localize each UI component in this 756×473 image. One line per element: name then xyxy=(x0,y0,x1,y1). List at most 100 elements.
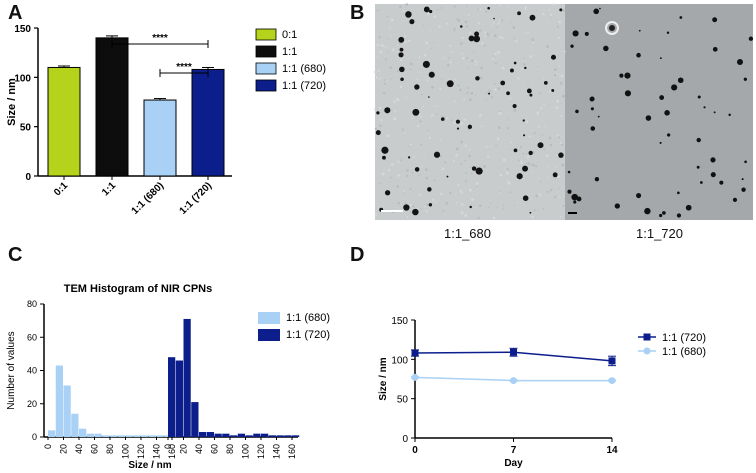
nanoparticle xyxy=(493,17,495,20)
micrograph-texture xyxy=(446,64,450,67)
y-tick-label: 0 xyxy=(32,432,37,442)
micrograph-texture xyxy=(507,181,511,185)
micrograph-texture xyxy=(481,42,484,45)
micrograph-texture xyxy=(454,78,457,80)
micrograph-texture xyxy=(506,168,509,171)
micrograph-texture xyxy=(405,96,408,99)
micrograph-texture xyxy=(509,148,511,151)
micrograph-texture xyxy=(439,139,442,141)
micrograph-texture xyxy=(468,154,471,158)
micrograph-texture xyxy=(497,126,501,130)
micrograph-texture xyxy=(537,177,540,179)
micrograph-texture xyxy=(515,40,518,43)
legend-swatch-0 xyxy=(255,28,277,41)
micrograph-texture xyxy=(530,198,532,200)
histogram-bar xyxy=(156,435,164,437)
micrograph-texture xyxy=(476,185,478,188)
micrograph-texture xyxy=(448,78,451,81)
nanoparticle xyxy=(551,88,555,92)
micrograph-texture xyxy=(521,59,524,62)
nanoparticle xyxy=(523,134,526,137)
micrograph-texture xyxy=(404,40,408,44)
data-point xyxy=(411,373,419,381)
micrograph-texture xyxy=(500,19,504,22)
nanoparticle xyxy=(644,207,651,215)
data-point xyxy=(411,349,419,357)
micrograph-texture xyxy=(429,29,432,32)
legend-swatch-3 xyxy=(255,79,277,92)
y-tick-label: 40 xyxy=(27,366,37,376)
micrograph-texture xyxy=(562,9,566,12)
micrograph-texture xyxy=(377,43,380,46)
micrograph-texture xyxy=(531,38,535,42)
micrograph-texture xyxy=(501,66,505,70)
micrograph-texture xyxy=(471,197,475,201)
micrograph-texture xyxy=(449,64,452,66)
legend-label: 1:1 (680) xyxy=(282,63,326,75)
micrograph-texture xyxy=(464,20,468,24)
nanoparticle xyxy=(719,180,724,185)
micrograph-texture xyxy=(558,20,562,24)
micrograph-texture xyxy=(430,47,432,49)
micrograph-texture xyxy=(406,169,409,172)
nanoparticle xyxy=(677,191,680,195)
micrograph-texture xyxy=(490,96,493,99)
micrograph-texture xyxy=(373,70,377,74)
histogram-bar xyxy=(125,435,133,437)
micrograph-texture xyxy=(463,98,466,101)
micrograph-texture xyxy=(434,201,437,203)
micrograph-texture xyxy=(409,173,411,175)
nanoparticle xyxy=(428,203,433,207)
micrograph-texture xyxy=(556,99,560,103)
micrograph-texture xyxy=(449,191,452,195)
micrograph-texture xyxy=(558,187,560,190)
y-tick-label: 150 xyxy=(391,316,408,327)
micrograph-texture xyxy=(510,141,513,143)
panel-letter-b: B xyxy=(350,2,365,24)
micrograph-texture xyxy=(498,36,502,39)
scale-bar-left xyxy=(381,210,403,212)
micrograph-texture xyxy=(461,203,464,206)
micrograph-texture xyxy=(563,50,566,53)
micrograph-texture xyxy=(394,110,397,113)
micrograph-texture xyxy=(556,154,558,156)
micrograph-texture xyxy=(379,124,382,128)
micrograph-texture xyxy=(485,98,487,100)
micrograph-texture xyxy=(430,114,434,117)
histogram-bar xyxy=(110,435,118,437)
nanoparticle xyxy=(741,187,746,192)
nanoparticle xyxy=(399,66,405,73)
micrograph-texture xyxy=(412,117,414,119)
nanoparticle xyxy=(559,8,563,12)
micrograph-texture xyxy=(544,126,546,128)
nanoparticle xyxy=(475,76,480,81)
micrograph-texture xyxy=(470,92,474,95)
nanoparticle xyxy=(422,60,430,68)
micrograph-texture xyxy=(555,106,559,109)
micrograph-texture xyxy=(436,113,438,115)
nanoparticle xyxy=(384,107,391,114)
micrograph-texture xyxy=(385,159,387,161)
micrograph-texture xyxy=(486,33,490,37)
micrograph-texture xyxy=(442,57,445,59)
histogram-bar xyxy=(206,432,214,437)
micrograph-texture xyxy=(561,163,565,167)
nanoparticle xyxy=(474,31,480,37)
micrograph-texture xyxy=(546,190,549,193)
nanoparticle xyxy=(552,172,558,178)
micrograph-texture xyxy=(550,16,552,19)
micrograph-texture xyxy=(530,163,534,166)
micrograph-label-left: 1:1_680 xyxy=(444,226,491,241)
nanoparticle xyxy=(405,11,412,18)
panel-letter-a: A xyxy=(8,2,23,24)
histogram-bar xyxy=(141,435,149,437)
micrograph-texture xyxy=(453,100,456,103)
micrograph-texture xyxy=(385,46,387,49)
micrograph-texture xyxy=(420,93,423,96)
micrograph-texture xyxy=(479,29,482,32)
micrograph-texture xyxy=(464,159,467,162)
micrograph-texture xyxy=(442,209,445,212)
nanoparticle xyxy=(550,54,557,60)
micrograph-texture xyxy=(455,154,458,157)
y-tick-label: 150 xyxy=(14,24,31,35)
